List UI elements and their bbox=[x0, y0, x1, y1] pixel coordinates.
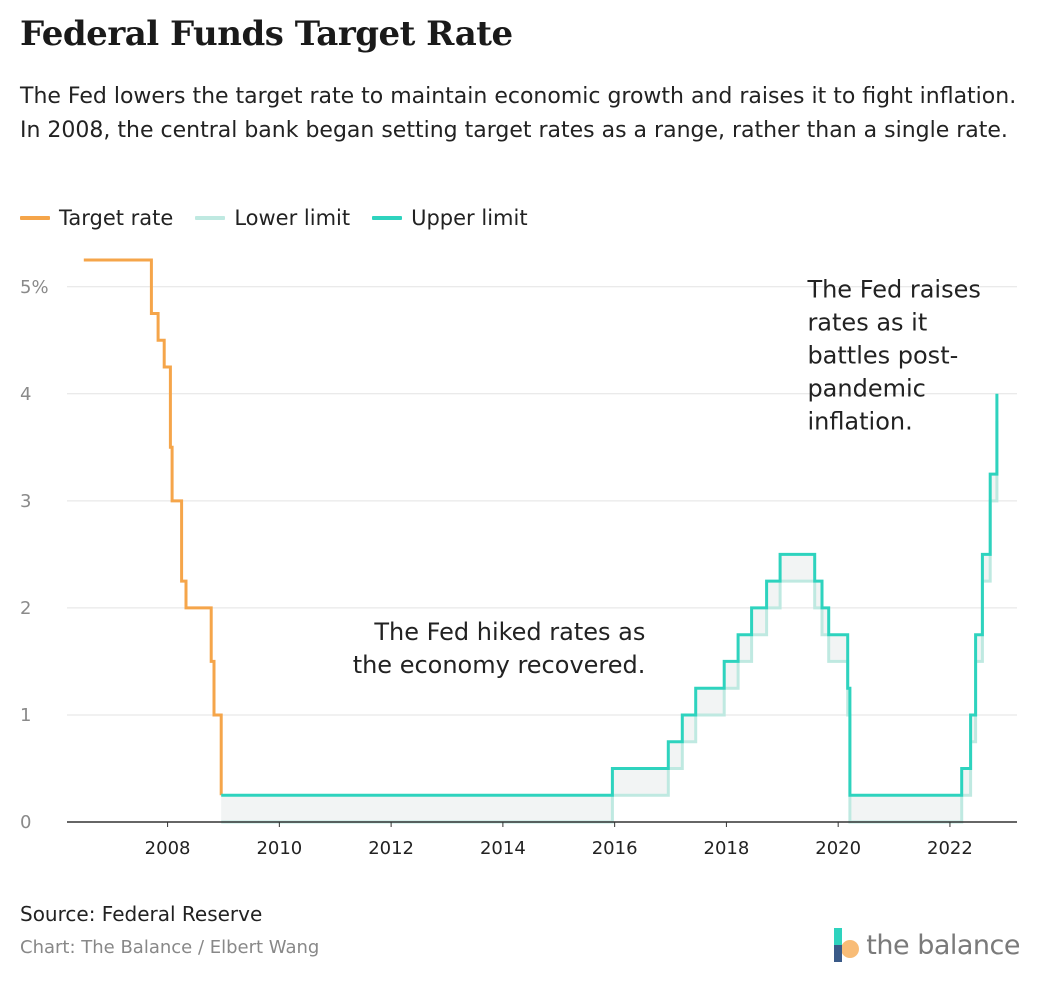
annotation-line: the economy recovered. bbox=[353, 651, 646, 679]
x-tick-label: 2012 bbox=[368, 838, 414, 859]
y-tick-label: 4 bbox=[20, 384, 31, 405]
chart-credit: Chart: The Balance / Elbert Wang bbox=[20, 937, 320, 958]
annotation-raise: The Fed raises rates as it battles post-pa… bbox=[806, 275, 980, 435]
y-tick-label: 3 bbox=[20, 491, 31, 512]
legend-swatch-target-rate bbox=[20, 216, 50, 220]
x-tick-label: 2022 bbox=[927, 838, 973, 859]
x-tick-label: 2014 bbox=[480, 838, 526, 859]
chart-title: Federal Funds Target Rate bbox=[20, 14, 513, 54]
legend-swatch-upper-limit bbox=[372, 216, 403, 220]
brand-logo-text: the balance bbox=[866, 929, 1020, 961]
series-line-target-rate bbox=[83, 258, 223, 796]
series-line-upper-limit bbox=[221, 393, 999, 797]
legend-label-upper-limit: Upper limit bbox=[411, 206, 528, 230]
annotation-line: The Fed raises bbox=[806, 275, 980, 303]
annotations: The Fed hiked rates as the economy recove… bbox=[353, 275, 981, 679]
legend-label-target-rate: Target rate bbox=[59, 206, 174, 230]
brand-logo: the balance bbox=[834, 928, 1020, 962]
annotation-hike: The Fed hiked rates as the economy recove… bbox=[353, 618, 646, 679]
legend: Target rate Lower limit Upper limit bbox=[20, 206, 550, 230]
x-tick-label: 2020 bbox=[815, 838, 861, 859]
annotation-line: rates as it bbox=[807, 308, 927, 336]
x-tick-label: 2010 bbox=[256, 838, 302, 859]
annotation-line: The Fed hiked rates as bbox=[373, 618, 645, 646]
legend-label-lower-limit: Lower limit bbox=[234, 206, 351, 230]
legend-item-lower-limit: Lower limit bbox=[195, 206, 350, 230]
x-tick-label: 2016 bbox=[592, 838, 638, 859]
legend-item-target-rate: Target rate bbox=[20, 206, 173, 230]
y-tick-label: 2 bbox=[20, 598, 31, 619]
y-tick-label: 0 bbox=[20, 812, 31, 833]
gridlines bbox=[67, 286, 1017, 716]
source-note: Source: Federal Reserve bbox=[20, 902, 263, 926]
series-lines bbox=[83, 258, 999, 824]
y-tick-label: 1 bbox=[20, 705, 31, 726]
legend-item-upper-limit: Upper limit bbox=[372, 206, 528, 230]
annotation-line: inflation. bbox=[807, 407, 912, 435]
annotation-line: battles post- bbox=[807, 341, 958, 369]
x-tick-label: 2008 bbox=[145, 838, 191, 859]
annotation-line: pandemic bbox=[807, 374, 925, 402]
axes: 0 1 2 3 4 5% 2008 2010 2012 2014 2016 2018 2020 2022 bbox=[20, 277, 1017, 859]
brand-logo-icon bbox=[834, 928, 860, 962]
legend-swatch-lower-limit bbox=[195, 216, 226, 220]
y-tick-label: 5% bbox=[20, 277, 49, 298]
x-tick-label: 2018 bbox=[704, 838, 750, 859]
chart-subtitle: The Fed lowers the target rate to mainta… bbox=[20, 84, 1017, 143]
